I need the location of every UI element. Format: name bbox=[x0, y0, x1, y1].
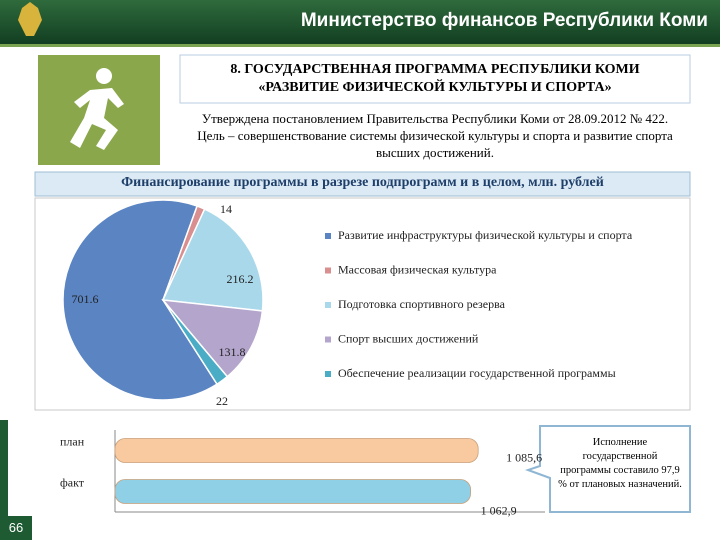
program-description: Утверждена постановлением Правительства … bbox=[180, 110, 690, 161]
runner-icon bbox=[70, 68, 124, 150]
pie-slice bbox=[161, 208, 264, 312]
header-rule bbox=[0, 44, 720, 47]
legend-swatch bbox=[325, 371, 331, 377]
program-title: 8. ГОСУДАРСТВЕННАЯ ПРОГРАММА РЕСПУБЛИКИ … bbox=[180, 61, 690, 97]
pie-slice bbox=[162, 299, 229, 386]
legend-label: Развитие инфраструктуры физической культ… bbox=[338, 228, 633, 242]
value-label: 1 062,9 bbox=[481, 503, 517, 517]
data-label: 14 bbox=[220, 202, 232, 216]
legend-label: Спорт высших достижений bbox=[338, 331, 479, 345]
pie-slice bbox=[62, 199, 219, 401]
bar bbox=[114, 438, 479, 463]
legend-swatch bbox=[325, 336, 331, 343]
category-label: факт bbox=[60, 475, 85, 489]
category-label: план bbox=[60, 434, 85, 448]
bar bbox=[114, 479, 471, 504]
goal: Цель – совершенствование системы физичес… bbox=[197, 128, 673, 160]
data-label: 131.8 bbox=[219, 345, 246, 359]
data-label: 22 bbox=[216, 394, 228, 408]
page-number: 66 bbox=[8, 520, 24, 535]
legend-swatch bbox=[325, 233, 331, 239]
decree: Утверждена постановлением Правительства … bbox=[201, 111, 669, 126]
legend-swatch bbox=[325, 267, 331, 274]
data-label: 216.2 bbox=[227, 272, 254, 286]
chart-title-bar bbox=[34, 171, 691, 197]
value-label: 1 085,6 bbox=[506, 450, 542, 464]
side-strip bbox=[0, 420, 8, 518]
legend-label: Обеспечение реализации государственной п… bbox=[338, 366, 616, 380]
title-box bbox=[179, 54, 691, 104]
title-line: 8. ГОСУДАРСТВЕННАЯ ПРОГРАММА РЕСПУБЛИКИ … bbox=[230, 62, 640, 77]
data-label: 701.6 bbox=[72, 292, 99, 306]
ministry-title: Министерство финансов Республики Коми bbox=[300, 10, 708, 31]
legend-label: Подготовка спортивного резерва bbox=[338, 297, 506, 311]
legend-swatch bbox=[325, 302, 331, 308]
legend-label: Массовая физическая культура bbox=[338, 262, 497, 276]
pie-slice bbox=[161, 299, 264, 378]
callout-box bbox=[524, 425, 691, 513]
chart-title: Финансирование программы в разрезе подпр… bbox=[121, 175, 604, 190]
page-number-box bbox=[0, 516, 32, 540]
title-line: «РАЗВИТИЕ ФИЗИЧЕСКОЙ КУЛЬТУРЫ И СПОРТА» bbox=[258, 80, 612, 95]
emblem bbox=[18, 2, 42, 36]
header-bar bbox=[0, 0, 720, 44]
callout-text: Исполнение государственной программы сос… bbox=[558, 437, 682, 490]
